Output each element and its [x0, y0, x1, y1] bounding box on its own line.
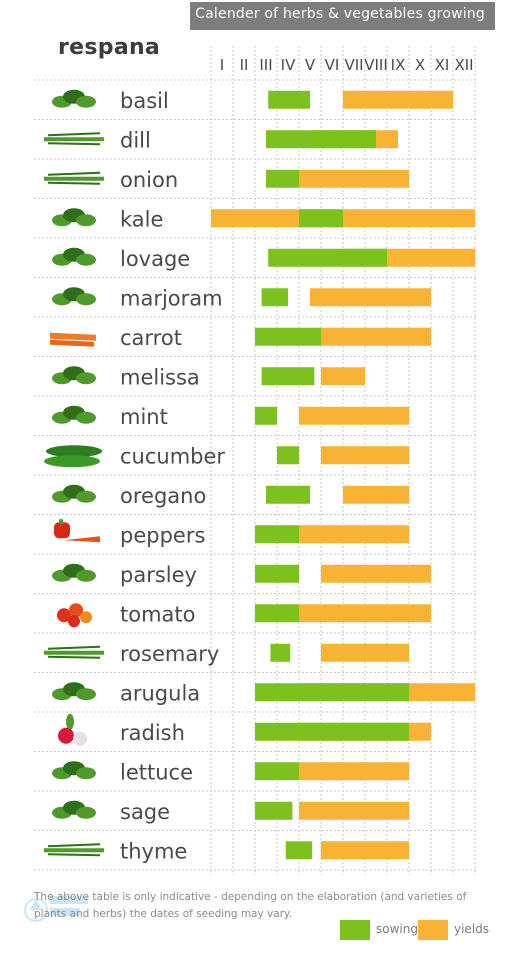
row-label-radish: radish — [120, 721, 185, 745]
sowing-bar-melissa — [261, 367, 315, 386]
month-label: VI — [325, 56, 340, 74]
legend-sowing-label: sowing — [376, 922, 418, 936]
parsley-icon — [52, 563, 96, 582]
month-label: V — [305, 56, 316, 74]
sowing-bar-onion — [266, 169, 299, 188]
yields-bar-onion — [299, 169, 409, 188]
row-label-lettuce: lettuce — [120, 760, 193, 784]
row-label-cucumber: cucumber — [120, 444, 225, 468]
month-label: III — [259, 56, 272, 74]
marjoram-icon — [52, 287, 96, 306]
basil-icon — [52, 89, 96, 108]
yields-bar-mint — [299, 406, 409, 425]
month-label: II — [240, 56, 249, 74]
melissa-icon — [52, 366, 96, 385]
month-label: X — [415, 56, 425, 74]
carrot-icon — [50, 332, 96, 347]
brand-logo: respana — [58, 35, 161, 60]
sowing-bar-basil — [268, 90, 310, 109]
sowing-bar-cucumber — [277, 446, 299, 465]
dill-icon — [44, 132, 104, 146]
sowing-bar-lettuce — [255, 762, 299, 781]
sowing-bar-peppers — [255, 525, 299, 544]
row-label-mint: mint — [120, 405, 168, 429]
sowing-bar-parsley — [255, 564, 299, 583]
arugula-icon — [52, 682, 96, 701]
sage-icon — [52, 800, 96, 819]
yields-bar-lettuce — [299, 762, 409, 781]
month-label: XI — [435, 56, 450, 74]
title-band: Calender of herbs & vegetables growing — [190, 2, 495, 30]
watermark-logo-icon — [24, 896, 88, 922]
sowing-bar-carrot — [255, 327, 321, 346]
row-label-sage: sage — [120, 800, 170, 824]
radish-icon — [58, 713, 87, 746]
lettuce-icon — [52, 761, 96, 780]
row-label-carrot: carrot — [120, 326, 182, 350]
row-label-arugula: arugula — [120, 681, 200, 705]
yields-bar-parsley — [321, 564, 431, 583]
legend-sowing-swatch — [340, 920, 370, 940]
row-label-lovage: lovage — [120, 247, 190, 271]
legend-yields-label: yields — [454, 922, 490, 936]
sowing-bar-arugula — [255, 683, 409, 702]
kale-icon — [52, 208, 96, 227]
tomato-icon — [57, 603, 92, 628]
month-label: VIII — [364, 56, 388, 74]
yields-bar-rosemary — [321, 643, 409, 662]
peppers-icon — [54, 519, 100, 543]
oregano-icon — [52, 484, 96, 503]
row-label-parsley: parsley — [120, 563, 197, 587]
row-label-thyme: thyme — [120, 839, 187, 863]
row-label-marjoram: marjoram — [120, 286, 223, 310]
row-label-oregano: oregano — [120, 484, 206, 508]
yields-bar-peppers — [299, 525, 409, 544]
row-label-rosemary: rosemary — [120, 642, 219, 666]
sowing-bar-thyme — [285, 841, 313, 860]
yields-bar-carrot — [321, 327, 431, 346]
rosemary-icon — [44, 645, 104, 659]
yields-bar-sage — [299, 801, 409, 820]
yields-bar-oregano — [343, 485, 409, 504]
footer-note: The above table is only indicative - dep… — [34, 891, 467, 920]
sowing-bar-rosemary — [270, 643, 291, 662]
row-label-kale: kale — [120, 207, 163, 231]
row-label-basil: basil — [120, 89, 169, 113]
month-label: I — [220, 56, 224, 74]
row-label-tomato: tomato — [120, 602, 196, 626]
yields-bar-cucumber — [321, 446, 409, 465]
sowing-bar-radish — [255, 722, 409, 741]
sowing-bar-mint — [255, 406, 277, 425]
sowing-bar-sage — [255, 801, 293, 820]
month-label: VII — [344, 56, 363, 74]
row-label-onion: onion — [120, 168, 178, 192]
sowing-bar-oregano — [266, 485, 310, 504]
onion-icon — [44, 171, 104, 185]
row-label-dill: dill — [120, 128, 151, 152]
yields-bar-basil — [343, 90, 453, 109]
month-label: IV — [281, 56, 296, 74]
legend-yields-swatch — [418, 920, 448, 940]
row-label-peppers: peppers — [120, 523, 205, 547]
cucumber-icon — [44, 445, 102, 468]
month-label: XII — [454, 56, 473, 74]
sowing-bar-kale — [299, 209, 343, 228]
lovage-icon — [52, 247, 96, 266]
mint-icon — [52, 405, 96, 424]
sowing-bar-dill — [266, 130, 376, 149]
yields-bar-melissa — [321, 367, 365, 386]
thyme-icon — [44, 843, 104, 857]
chart-title: Calender of herbs & vegetables growing — [195, 6, 485, 22]
row-label-melissa: melissa — [120, 365, 200, 389]
sowing-bar-lovage — [268, 248, 387, 267]
calendar-chart: I II III IV V VI VII VIII IX X XI XIIbasildillonion… — [34, 46, 478, 875]
sowing-bar-marjoram — [261, 288, 288, 307]
yields-bar-thyme — [321, 841, 409, 860]
yields-bar-marjoram — [310, 288, 431, 307]
yields-bar-tomato — [299, 604, 431, 623]
sowing-bar-tomato — [255, 604, 299, 623]
month-label: IX — [391, 56, 406, 74]
